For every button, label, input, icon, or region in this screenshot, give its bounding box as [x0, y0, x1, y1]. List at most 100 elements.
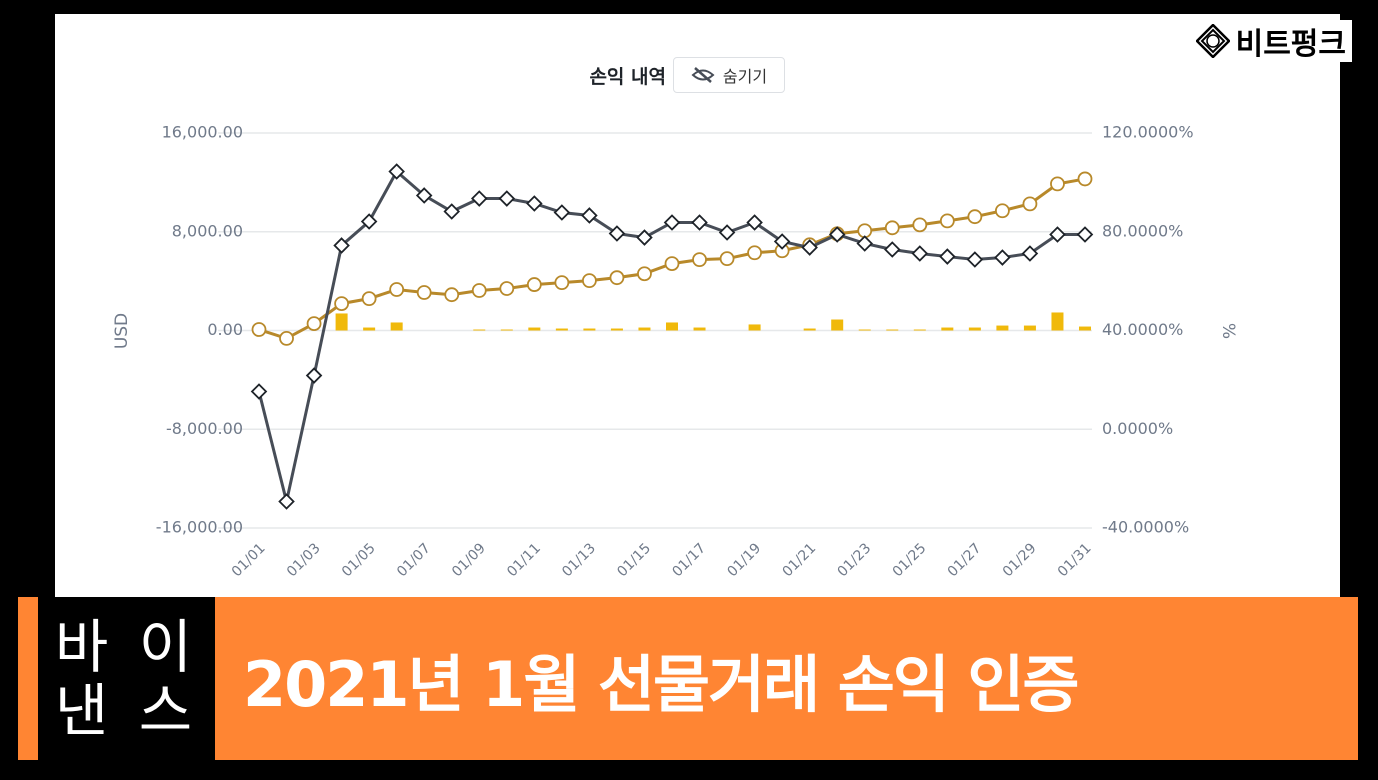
chart: -16,000.00 -8,000.00 0.00 8,000.00 16,000.00…	[112, 123, 1238, 581]
bar	[803, 328, 816, 331]
x-tick-label: 01/21	[779, 540, 819, 580]
marker	[609, 270, 625, 286]
marker	[939, 213, 955, 229]
marker	[279, 330, 294, 346]
y-axis-label: USD	[112, 313, 132, 349]
x-tick-label: 01/19	[724, 540, 764, 580]
marker	[856, 235, 874, 252]
marker	[995, 203, 1010, 219]
logo-icon	[1195, 24, 1230, 58]
marker	[526, 195, 543, 212]
x-tick-label: 01/23	[835, 540, 875, 580]
marker	[966, 251, 984, 268]
chart-title: 손익 내역	[589, 66, 666, 88]
bar	[335, 313, 348, 331]
bar	[583, 328, 596, 331]
marker	[692, 252, 707, 268]
marker	[883, 241, 901, 258]
bar	[638, 327, 651, 331]
banner-stripe	[18, 597, 38, 760]
bar	[831, 319, 844, 331]
marker	[444, 287, 460, 303]
marker	[471, 283, 487, 298]
marker	[278, 493, 295, 510]
chart-panel	[55, 14, 1340, 597]
bar	[886, 329, 899, 331]
marker	[499, 281, 515, 296]
marker	[608, 225, 626, 242]
y2-tick-label: 120.0000%	[1102, 123, 1194, 142]
logo: 비트펑크	[1189, 20, 1352, 62]
bar	[1023, 325, 1036, 331]
bar	[1051, 312, 1064, 331]
x-tick-label: 01/09	[449, 540, 489, 580]
bar	[666, 322, 678, 331]
marker	[415, 187, 433, 204]
x-tick-label: 01/17	[669, 540, 709, 580]
bar	[528, 327, 541, 331]
marker	[912, 217, 928, 233]
y2-tick-label: 80.0000%	[1102, 221, 1183, 240]
y2-tick-label: -40.0000%	[1102, 518, 1189, 537]
x-tick-label: 01/29	[1000, 540, 1040, 580]
marker	[553, 204, 571, 221]
marker	[637, 266, 652, 282]
marker	[773, 233, 791, 250]
y-tick-label: 8,000.00	[172, 221, 243, 240]
hide-button[interactable]: 숨기기	[673, 57, 785, 93]
y2-axis-label: %	[1218, 323, 1238, 339]
marker	[251, 322, 267, 337]
marker	[470, 190, 488, 207]
bar	[610, 328, 623, 331]
marker	[828, 226, 846, 243]
marker	[664, 256, 680, 271]
exchange-line: 낸 스	[54, 676, 199, 745]
bar	[390, 322, 403, 331]
marker	[306, 316, 322, 331]
marker	[1022, 196, 1038, 212]
x-tick-label: 01/13	[559, 540, 599, 580]
marker	[1021, 245, 1039, 262]
bar	[1079, 326, 1091, 331]
marker	[994, 249, 1011, 266]
bar	[473, 329, 486, 331]
bar	[555, 328, 568, 331]
bar	[693, 327, 706, 331]
bar	[913, 329, 926, 331]
banner: 2021년 1월 선물거래 손익 인증	[215, 597, 1358, 760]
marker	[334, 296, 350, 311]
hide-icon	[691, 67, 715, 83]
marker	[747, 245, 762, 261]
x-tick-label: 01/05	[339, 540, 379, 580]
marker	[636, 229, 653, 246]
marker	[663, 214, 681, 231]
bar	[748, 324, 761, 331]
marker	[333, 237, 350, 254]
y2-tick-label: 40.0000%	[1102, 320, 1183, 339]
marker	[582, 273, 597, 289]
x-tick-label: 01/27	[945, 540, 985, 580]
marker	[718, 224, 736, 241]
marker	[719, 251, 735, 267]
marker	[554, 275, 570, 291]
marker	[361, 291, 377, 307]
x-tick-label: 01/03	[284, 540, 324, 580]
y2-tick-label: 0.0000%	[1102, 419, 1173, 438]
hide-label: 숨기기	[722, 67, 768, 86]
marker	[581, 207, 598, 224]
x-tick-label: 01/31	[1055, 540, 1095, 580]
x-tick-label: 01/25	[890, 540, 930, 580]
marker	[746, 214, 763, 231]
marker	[305, 367, 323, 384]
y-tick-label: 0.00	[207, 320, 243, 339]
marker	[526, 277, 542, 292]
marker	[911, 245, 929, 262]
marker	[939, 248, 956, 265]
marker	[884, 220, 900, 236]
bar	[858, 329, 871, 331]
marker	[1077, 171, 1093, 187]
marker	[498, 190, 516, 207]
exchange-line: 바 이	[54, 612, 199, 681]
bar	[941, 327, 954, 331]
